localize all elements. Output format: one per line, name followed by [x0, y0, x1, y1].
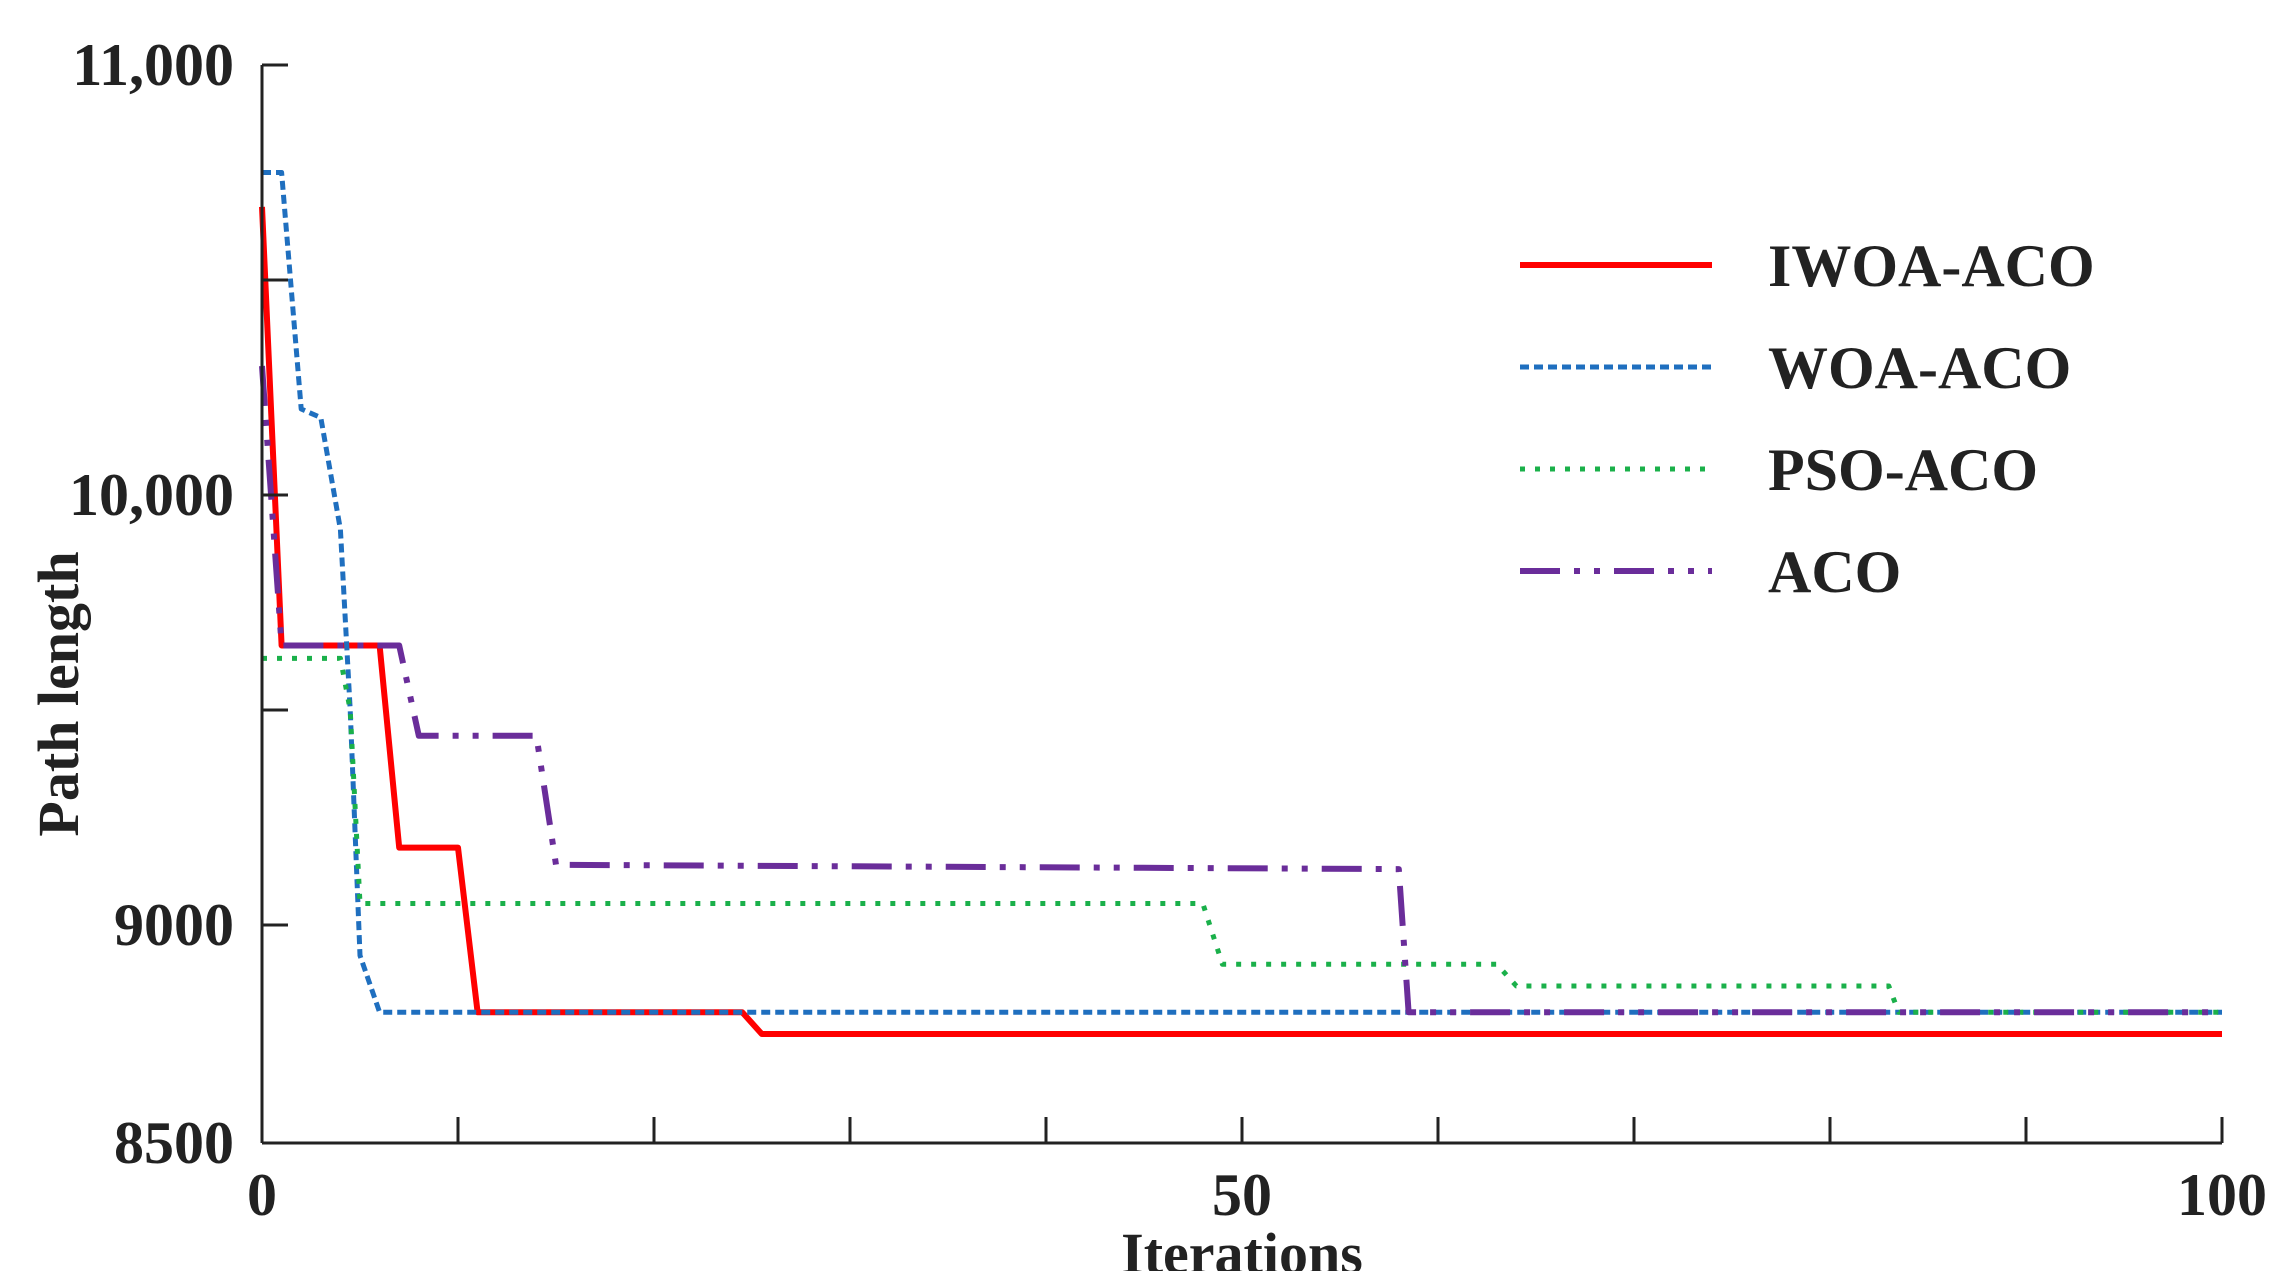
- legend-label-pso-aco: PSO-ACO: [1768, 437, 2038, 503]
- legend-label-woa-aco: WOA-ACO: [1768, 335, 2071, 401]
- series-line-pso-aco: [262, 655, 2222, 1015]
- y-tick-label: 9000: [114, 892, 234, 958]
- x-axis-title: Iterations: [1121, 1221, 1363, 1271]
- x-tick-label: 50: [1212, 1162, 1272, 1228]
- axes: [260, 65, 2222, 1145]
- x-tick-label: 100: [2177, 1162, 2267, 1228]
- x-tick-label: 0: [247, 1162, 277, 1228]
- legend: IWOA-ACO WOA-ACO PSO-ACO ACO: [1520, 233, 2095, 605]
- series-line-woa-aco: [262, 170, 2222, 1015]
- y-tick-label: 11,000: [72, 32, 234, 98]
- series-line-aco: [259, 365, 2222, 1016]
- legend-label-aco: ACO: [1768, 539, 1901, 605]
- ticks: 8500 9000 10,000 11,000 0 50 100: [69, 32, 2267, 1228]
- y-axis-title: Path length: [26, 551, 91, 836]
- plot-area: [259, 170, 2222, 1037]
- y-tick-label: 8500: [114, 1110, 234, 1176]
- y-tick-label: 10,000: [69, 462, 234, 528]
- series-line-iwoa-aco: [259, 206, 2222, 1037]
- legend-label-iwoa-aco: IWOA-ACO: [1768, 233, 2095, 299]
